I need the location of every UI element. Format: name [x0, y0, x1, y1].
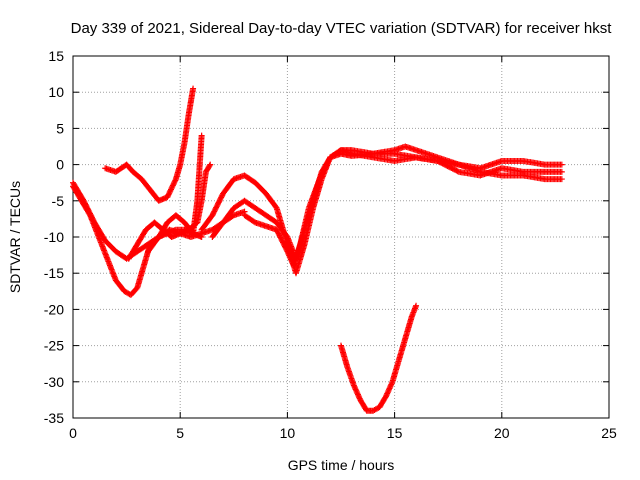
y-tick-label: 0	[56, 157, 64, 173]
chart-title: Day 339 of 2021, Sidereal Day-to-day VTE…	[71, 20, 613, 37]
y-tick-label: -20	[44, 301, 64, 317]
axis-ticks: 0 5 10 15 20 25 -35 -30 -25 -20 -15 -10 -5 0 5 10 15	[44, 48, 617, 441]
y-tick-label: 10	[48, 84, 64, 100]
data-point	[207, 161, 214, 168]
x-tick-label: 20	[494, 425, 510, 441]
series-arc5	[145, 132, 205, 255]
x-tick-label: 0	[69, 425, 77, 441]
y-tick-label: -25	[44, 338, 64, 354]
y-axis-label: SDTVAR / TECUs	[7, 181, 23, 293]
y-tick-label: -35	[44, 410, 64, 426]
grid-lines	[73, 56, 609, 418]
data-point	[198, 132, 205, 139]
y-tick-label: -5	[52, 193, 65, 209]
data-point	[558, 176, 565, 183]
series-arc2	[70, 179, 248, 262]
data-point	[454, 168, 461, 175]
series-arc9	[338, 302, 420, 414]
y-tick-label: -15	[44, 265, 64, 281]
x-tick-label: 10	[280, 425, 296, 441]
y-tick-label: 15	[48, 48, 64, 64]
x-tick-label: 5	[176, 425, 184, 441]
series-arc8	[241, 147, 565, 269]
data-series	[70, 85, 565, 414]
data-point	[413, 302, 420, 309]
x-axis-label: GPS time / hours	[288, 457, 395, 473]
y-tick-label: 5	[56, 120, 64, 136]
data-point	[558, 161, 565, 168]
series-arc6	[198, 147, 565, 277]
y-tick-label: -30	[44, 374, 64, 390]
x-tick-label: 15	[387, 425, 403, 441]
data-point	[206, 162, 213, 169]
data-point	[172, 177, 179, 184]
data-point	[558, 168, 565, 175]
x-tick-label: 25	[601, 425, 617, 441]
data-point	[190, 85, 197, 92]
series-arc7	[209, 143, 565, 262]
y-tick-label: -10	[44, 229, 64, 245]
series-arc3	[102, 85, 197, 204]
